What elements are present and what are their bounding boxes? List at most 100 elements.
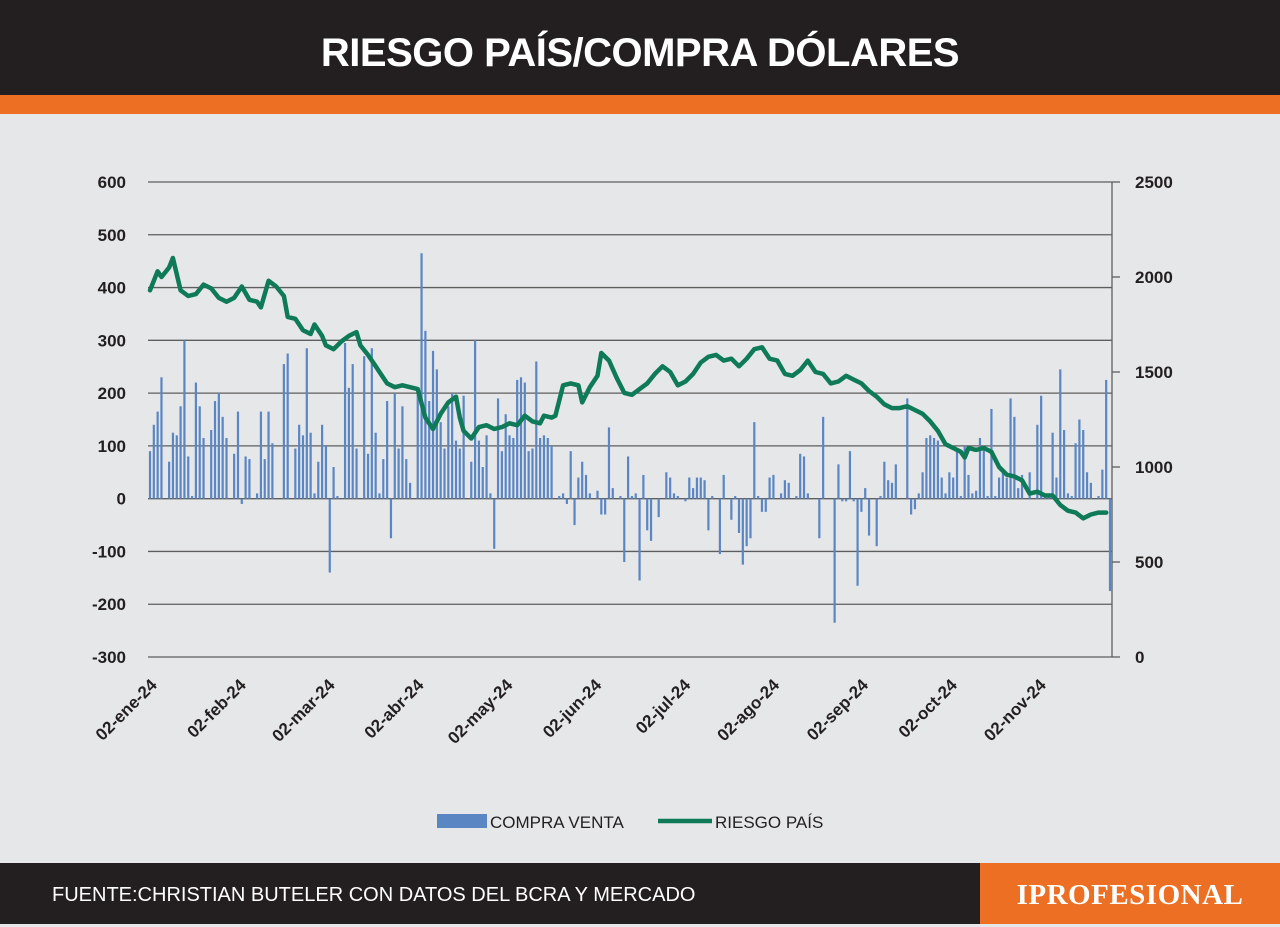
- bar: [963, 445, 966, 499]
- bar: [336, 496, 339, 499]
- bar: [485, 435, 488, 499]
- bar: [764, 498, 767, 512]
- bar: [217, 393, 220, 499]
- bar: [363, 356, 366, 499]
- legend-label-compra-venta: COMPRA VENTA: [490, 813, 624, 832]
- bar: [864, 488, 867, 499]
- bar: [512, 437, 515, 499]
- bar: [248, 459, 251, 499]
- bar: [684, 498, 687, 502]
- bar: [210, 430, 213, 499]
- bar: [386, 401, 389, 499]
- bar: [971, 493, 974, 499]
- x-tick-label: 02-nov-24: [980, 675, 1050, 745]
- bar: [577, 477, 580, 499]
- bar: [745, 498, 748, 547]
- bar: [301, 435, 305, 499]
- bar: [906, 398, 909, 499]
- bar: [730, 498, 733, 520]
- bar: [477, 440, 481, 499]
- bar: [932, 437, 936, 499]
- bar: [959, 496, 962, 499]
- bar: [1108, 498, 1112, 592]
- bar: [1020, 474, 1024, 499]
- bar: [1097, 496, 1100, 499]
- line-series: [147, 255, 1109, 521]
- bar: [500, 451, 503, 499]
- bar: [799, 453, 802, 499]
- y-left-tick-label: 600: [98, 173, 126, 192]
- bar: [757, 496, 760, 499]
- bar: [401, 406, 404, 499]
- bar: [516, 379, 519, 499]
- bar: [741, 498, 744, 565]
- bar: [982, 445, 985, 499]
- bar: [1070, 496, 1073, 499]
- x-tick-label: 02-ene-24: [92, 675, 161, 744]
- bar: [508, 435, 511, 499]
- bar: [588, 493, 591, 499]
- bar: [596, 490, 599, 499]
- bar: [558, 496, 561, 499]
- bar: [630, 496, 634, 499]
- bar: [546, 437, 549, 499]
- x-tick-label: 02-feb-24: [184, 675, 251, 742]
- bar: [1082, 430, 1085, 499]
- x-tick-label: 02-oct-24: [895, 675, 962, 742]
- bar: [156, 411, 159, 499]
- y-left-tick-label: -100: [92, 542, 126, 561]
- bar: [439, 422, 442, 499]
- bar: [665, 472, 668, 499]
- bar: [1078, 419, 1081, 499]
- x-tick-label: 02-abr-24: [361, 675, 428, 742]
- bar: [523, 382, 526, 499]
- bar: [255, 493, 259, 499]
- bar: [179, 406, 182, 499]
- bar: [604, 498, 607, 515]
- bar: [1066, 493, 1070, 499]
- y-right-tick-label: 2000: [1135, 268, 1173, 287]
- bar: [202, 437, 205, 499]
- bar: [504, 414, 507, 499]
- bar: [244, 456, 247, 499]
- bar: [611, 488, 614, 499]
- bar: [271, 443, 274, 499]
- bar: [921, 472, 924, 499]
- bar: [332, 467, 335, 499]
- bar: [194, 382, 197, 499]
- bar: [841, 498, 844, 502]
- bar: [802, 456, 806, 499]
- y-left-tick-label: -200: [92, 595, 126, 614]
- bar: [451, 393, 454, 499]
- bar: [561, 493, 565, 499]
- bar: [623, 498, 626, 562]
- bar: [282, 364, 285, 499]
- bar: [519, 377, 523, 499]
- logo: IPROFESIONAL: [980, 863, 1280, 924]
- bar: [447, 406, 450, 499]
- bar: [772, 474, 775, 499]
- bar: [233, 453, 236, 499]
- bar: [672, 493, 676, 499]
- bar: [749, 498, 752, 539]
- bar: [393, 393, 396, 499]
- bar: [1009, 398, 1012, 499]
- bar: [676, 496, 679, 499]
- bar: [1101, 469, 1104, 499]
- bar: [225, 437, 228, 499]
- bar: [190, 496, 194, 499]
- bar: [324, 445, 328, 499]
- bar: [454, 440, 458, 499]
- bar: [175, 435, 178, 499]
- bar: [986, 496, 989, 499]
- bar: [692, 488, 695, 499]
- bar: [527, 451, 530, 499]
- x-tick-label: 02-jun-24: [539, 675, 606, 742]
- y-left-tick-label: 0: [117, 490, 126, 509]
- bar: [317, 461, 320, 499]
- y-left-tick-label: 500: [98, 226, 126, 245]
- bar: [879, 496, 882, 499]
- bar-series: [148, 253, 1112, 623]
- bar: [473, 340, 477, 499]
- bar: [416, 393, 419, 499]
